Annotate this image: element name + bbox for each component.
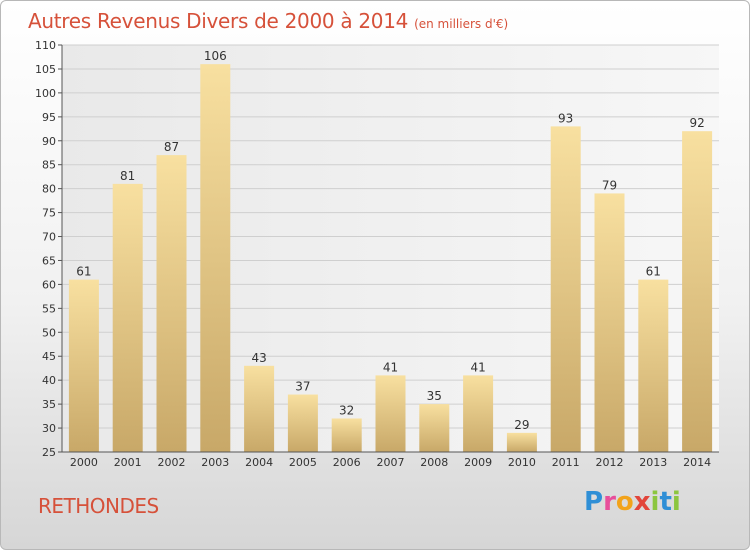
bar-2013 bbox=[638, 279, 669, 452]
logo-letter: t bbox=[659, 487, 672, 517]
bar-2014 bbox=[682, 131, 713, 452]
y-tick-label: 35 bbox=[42, 398, 56, 411]
logo-letter: o bbox=[615, 487, 634, 517]
logo-letter: i bbox=[671, 487, 681, 517]
x-tick-label: 2011 bbox=[552, 456, 580, 469]
x-tick-label: 2009 bbox=[464, 456, 492, 469]
y-tick-label: 110 bbox=[35, 39, 56, 52]
bar-2002 bbox=[156, 155, 187, 453]
bar-value-label: 41 bbox=[383, 360, 398, 374]
bar-2012 bbox=[594, 193, 625, 452]
x-tick-label: 2001 bbox=[114, 456, 142, 469]
bar-value-label: 61 bbox=[76, 265, 91, 279]
x-tick-label: 2008 bbox=[420, 456, 448, 469]
y-tick-label: 80 bbox=[42, 183, 56, 196]
x-tick-label: 2005 bbox=[289, 456, 317, 469]
x-tick-label: 2014 bbox=[683, 456, 711, 469]
x-tick-label: 2003 bbox=[201, 456, 229, 469]
y-tick-label: 90 bbox=[42, 135, 56, 148]
y-tick-label: 95 bbox=[42, 111, 56, 124]
x-tick-label: 2013 bbox=[639, 456, 667, 469]
y-tick-label: 25 bbox=[42, 446, 56, 459]
x-tick-label: 2012 bbox=[596, 456, 624, 469]
y-tick-label: 30 bbox=[42, 422, 56, 435]
bar-value-label: 87 bbox=[164, 140, 179, 154]
bar-2007 bbox=[375, 375, 406, 452]
y-tick-label: 60 bbox=[42, 278, 56, 291]
y-tick-label: 75 bbox=[42, 207, 56, 220]
y-tick-label: 100 bbox=[35, 87, 56, 100]
x-tick-label: 2004 bbox=[245, 456, 273, 469]
bar-value-label: 81 bbox=[120, 169, 135, 183]
bar-value-label: 92 bbox=[689, 116, 704, 130]
bar-value-label: 106 bbox=[204, 49, 227, 63]
bar-2001 bbox=[112, 183, 143, 452]
bar-2009 bbox=[463, 375, 494, 452]
chart-title: Autres Revenus Divers de 2000 à 2014 (en … bbox=[28, 9, 508, 33]
y-tick-label: 55 bbox=[42, 302, 56, 315]
bar-value-label: 79 bbox=[602, 178, 617, 192]
x-tick-label: 2002 bbox=[158, 456, 186, 469]
logo-letter: i bbox=[650, 487, 660, 517]
y-tick-label: 70 bbox=[42, 231, 56, 244]
y-tick-label: 65 bbox=[42, 254, 56, 267]
logo-letter: r bbox=[603, 487, 616, 517]
bar-2003 bbox=[200, 64, 231, 452]
title-unit: (en milliers d'€) bbox=[414, 17, 509, 31]
bar-value-label: 32 bbox=[339, 403, 354, 417]
bar-value-label: 61 bbox=[646, 265, 661, 279]
x-tick-label: 2006 bbox=[333, 456, 361, 469]
bar-value-label: 37 bbox=[295, 380, 310, 394]
bar-2008 bbox=[419, 404, 450, 452]
y-axis: 25 30 35 40 45 50 55 60 65 70 75 80 85 90 95 100 105 110 bbox=[35, 39, 63, 459]
logo-letter: x bbox=[633, 487, 651, 517]
y-tick-label: 50 bbox=[42, 326, 56, 339]
bar-2005 bbox=[287, 394, 318, 452]
x-tick-label: 2007 bbox=[377, 456, 405, 469]
x-tick-label: 2010 bbox=[508, 456, 536, 469]
y-tick-label: 85 bbox=[42, 159, 56, 172]
bar-value-label: 29 bbox=[514, 418, 529, 432]
bar-2010 bbox=[506, 432, 537, 452]
bar-value-label: 41 bbox=[470, 360, 485, 374]
bar-2004 bbox=[244, 365, 275, 452]
x-axis: 2000 2001 2002 2003 2004 2005 2006 2007 2008 2009… bbox=[62, 451, 719, 469]
y-tick-label: 105 bbox=[35, 63, 56, 76]
bar-value-label: 93 bbox=[558, 111, 573, 125]
x-tick-label: 2000 bbox=[70, 456, 98, 469]
place-name: RETHONDES bbox=[38, 494, 159, 518]
bar-2006 bbox=[331, 418, 362, 452]
bar-2000 bbox=[68, 279, 99, 452]
proxiti-logo[interactable]: Proxiti bbox=[584, 487, 681, 523]
logo-letter: P bbox=[584, 487, 604, 517]
bar-2011 bbox=[550, 126, 581, 453]
bar-value-label: 35 bbox=[427, 389, 442, 403]
bars: 61 81 87 106 43 37 32 41 35 41 29 93 79 61 92 bbox=[68, 49, 713, 453]
y-tick-label: 45 bbox=[42, 350, 56, 363]
y-tick-label: 40 bbox=[42, 374, 56, 387]
title-text: Autres Revenus Divers de 2000 à 2014 bbox=[28, 9, 409, 33]
bar-value-label: 43 bbox=[251, 351, 266, 365]
